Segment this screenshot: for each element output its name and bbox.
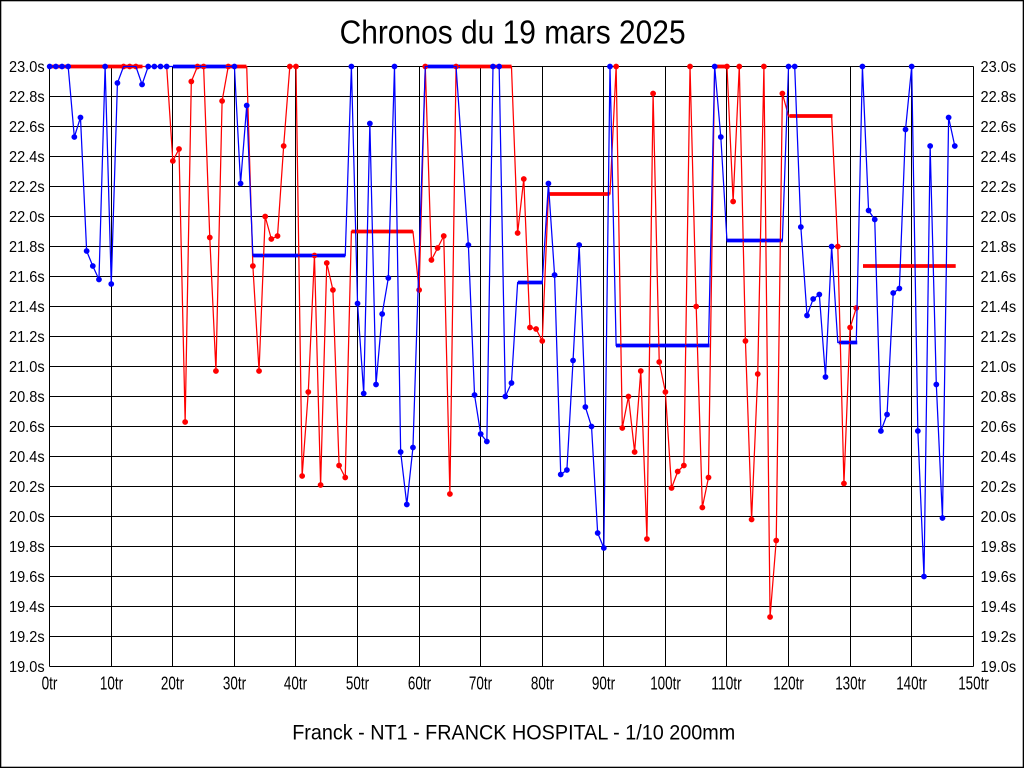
svg-text:22.0s: 22.0s [981,209,1017,226]
svg-text:19.0s: 19.0s [981,659,1017,676]
svg-text:30tr: 30tr [223,673,246,694]
svg-text:20tr: 20tr [161,673,184,694]
svg-text:10tr: 10tr [100,673,123,694]
svg-text:19.6s: 19.6s [9,569,45,586]
svg-text:21.4s: 21.4s [9,299,45,316]
svg-text:23.0s: 23.0s [981,59,1017,76]
svg-text:21.4s: 21.4s [981,299,1017,316]
svg-text:22.2s: 22.2s [981,179,1017,196]
svg-text:50tr: 50tr [346,673,369,694]
svg-text:120tr: 120tr [773,673,804,694]
svg-text:23.0s: 23.0s [9,59,45,76]
svg-text:130tr: 130tr [835,673,866,694]
svg-text:21.2s: 21.2s [981,329,1017,346]
svg-text:22.0s: 22.0s [9,209,45,226]
svg-text:Chronos du 19 mars 2025: Chronos du 19 mars 2025 [340,14,686,51]
svg-text:22.6s: 22.6s [9,119,45,136]
svg-text:19.4s: 19.4s [9,599,45,616]
svg-text:70tr: 70tr [469,673,492,694]
svg-text:20.2s: 20.2s [981,479,1017,496]
svg-text:21.0s: 21.0s [981,359,1017,376]
svg-text:20.2s: 20.2s [9,479,45,496]
svg-text:21.8s: 21.8s [9,239,45,256]
svg-text:0tr: 0tr [42,673,58,694]
svg-text:21.0s: 21.0s [9,359,45,376]
svg-text:40tr: 40tr [284,673,307,694]
svg-text:20.0s: 20.0s [9,509,45,526]
svg-text:22.8s: 22.8s [9,89,45,106]
svg-text:110tr: 110tr [711,673,742,694]
svg-text:19.6s: 19.6s [981,569,1017,586]
svg-text:20.8s: 20.8s [9,389,45,406]
svg-text:19.4s: 19.4s [981,599,1017,616]
svg-text:100tr: 100tr [650,673,681,694]
svg-text:150tr: 150tr [958,673,989,694]
svg-text:19.8s: 19.8s [9,539,45,556]
svg-text:19.2s: 19.2s [981,629,1017,646]
svg-text:19.2s: 19.2s [9,629,45,646]
svg-text:80tr: 80tr [531,673,554,694]
svg-text:20.6s: 20.6s [9,419,45,436]
svg-text:90tr: 90tr [592,673,615,694]
svg-text:22.6s: 22.6s [981,119,1017,136]
svg-text:22.4s: 22.4s [9,149,45,166]
svg-text:21.2s: 21.2s [9,329,45,346]
svg-text:20.6s: 20.6s [981,419,1017,436]
svg-text:20.4s: 20.4s [9,449,45,466]
svg-text:21.8s: 21.8s [981,239,1017,256]
svg-text:60tr: 60tr [408,673,431,694]
svg-text:20.8s: 20.8s [981,389,1017,406]
svg-text:140tr: 140tr [896,673,927,694]
svg-text:21.6s: 21.6s [981,269,1017,286]
svg-text:20.4s: 20.4s [981,449,1017,466]
svg-text:21.6s: 21.6s [9,269,45,286]
svg-text:20.0s: 20.0s [981,509,1017,526]
svg-text:Franck - NT1 - FRANCK HOSPITAL: Franck - NT1 - FRANCK HOSPITAL - 1/10 20… [292,720,735,745]
svg-text:19.0s: 19.0s [9,659,45,676]
svg-text:19.8s: 19.8s [981,539,1017,556]
svg-text:22.2s: 22.2s [9,179,45,196]
svg-text:22.8s: 22.8s [981,89,1017,106]
svg-text:22.4s: 22.4s [981,149,1017,166]
